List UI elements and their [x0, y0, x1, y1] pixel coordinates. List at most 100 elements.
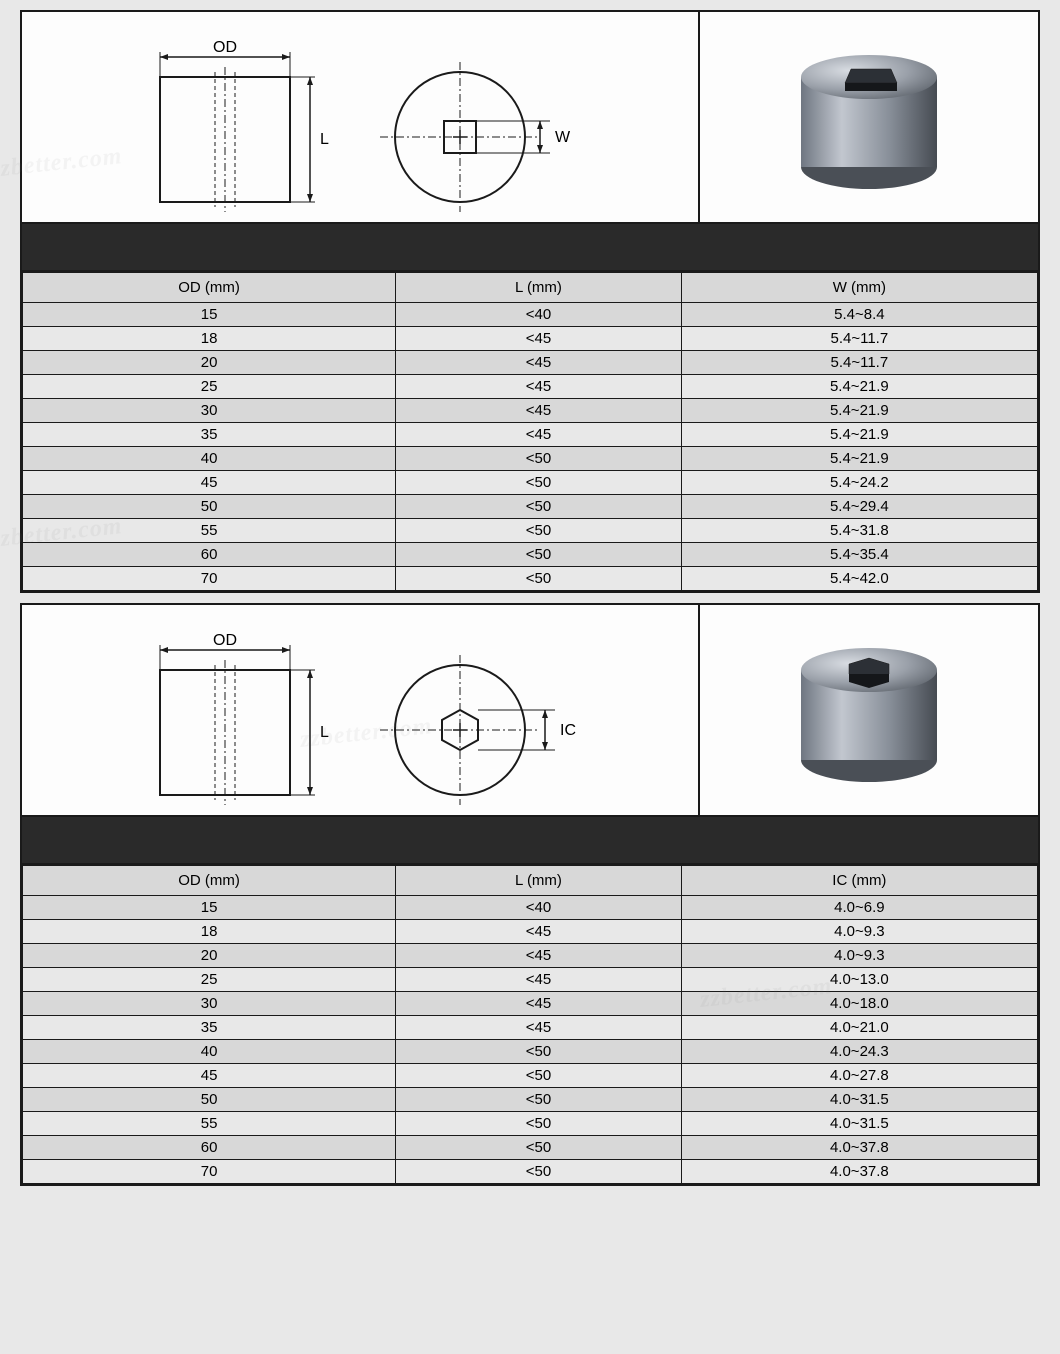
table-header-row: OD (mm) L (mm) IC (mm) — [23, 866, 1038, 896]
label-l: L — [320, 131, 329, 148]
col-header: W (mm) — [681, 273, 1037, 303]
top-row: OD L — [22, 605, 1038, 815]
table-cell: 45 — [23, 471, 396, 495]
table-row: 70<504.0~37.8 — [23, 1160, 1038, 1184]
table-cell: <45 — [396, 399, 682, 423]
table-row: 45<504.0~27.8 — [23, 1064, 1038, 1088]
render-panel-hex — [700, 605, 1038, 815]
drawing-panel-hex: OD L — [22, 605, 700, 815]
table-cell: <50 — [396, 495, 682, 519]
table-cell: 70 — [23, 567, 396, 591]
table-cell: 60 — [23, 1136, 396, 1160]
table-cell: 4.0~31.5 — [681, 1112, 1037, 1136]
technical-drawing-hex: OD L — [22, 605, 698, 815]
table-cell: <45 — [396, 327, 682, 351]
table-cell: <45 — [396, 920, 682, 944]
table-cell: <45 — [396, 944, 682, 968]
table-cell: 4.0~37.8 — [681, 1160, 1037, 1184]
table-row: 50<504.0~31.5 — [23, 1088, 1038, 1112]
render-3d-square — [769, 27, 969, 207]
table-row: 30<454.0~18.0 — [23, 992, 1038, 1016]
table-header-row: OD (mm) L (mm) W (mm) — [23, 273, 1038, 303]
table-cell: 35 — [23, 1016, 396, 1040]
table-cell: <45 — [396, 375, 682, 399]
table-cell: <50 — [396, 1040, 682, 1064]
table-cell: <50 — [396, 1136, 682, 1160]
table-cell: 20 — [23, 351, 396, 375]
table-cell: 4.0~21.0 — [681, 1016, 1037, 1040]
table-cell: 35 — [23, 423, 396, 447]
table-cell: 5.4~35.4 — [681, 543, 1037, 567]
table-cell: 4.0~24.3 — [681, 1040, 1037, 1064]
table-row: 60<505.4~35.4 — [23, 543, 1038, 567]
table-cell: 4.0~6.9 — [681, 896, 1037, 920]
table-cell: <45 — [396, 968, 682, 992]
col-header: IC (mm) — [681, 866, 1037, 896]
table-cell: 5.4~29.4 — [681, 495, 1037, 519]
dark-bar — [22, 222, 1038, 272]
table-row: 25<455.4~21.9 — [23, 375, 1038, 399]
technical-drawing-square: OD L — [22, 12, 698, 222]
spec-table-square: OD (mm) L (mm) W (mm) 15<405.4~8.418<455… — [22, 272, 1038, 591]
table-cell: <50 — [396, 567, 682, 591]
render-3d-hex — [769, 620, 969, 800]
table-cell: 18 — [23, 920, 396, 944]
table-cell: 5.4~31.8 — [681, 519, 1037, 543]
table-row: 25<454.0~13.0 — [23, 968, 1038, 992]
table-cell: 70 — [23, 1160, 396, 1184]
col-header: OD (mm) — [23, 273, 396, 303]
table-row: 18<455.4~11.7 — [23, 327, 1038, 351]
table-cell: 4.0~9.3 — [681, 944, 1037, 968]
table-cell: <45 — [396, 351, 682, 375]
label-od: OD — [213, 632, 237, 649]
col-header: L (mm) — [396, 273, 682, 303]
table-cell: 4.0~31.5 — [681, 1088, 1037, 1112]
table-cell: 25 — [23, 375, 396, 399]
table-row: 50<505.4~29.4 — [23, 495, 1038, 519]
table-cell: 4.0~9.3 — [681, 920, 1037, 944]
table-cell: <50 — [396, 519, 682, 543]
table-cell: 45 — [23, 1064, 396, 1088]
table-cell: 4.0~13.0 — [681, 968, 1037, 992]
table-cell: 5.4~11.7 — [681, 327, 1037, 351]
table-cell: <50 — [396, 447, 682, 471]
section-hex-die: OD L — [20, 603, 1040, 1186]
table-cell: 5.4~8.4 — [681, 303, 1037, 327]
table-cell: 5.4~21.9 — [681, 375, 1037, 399]
table-cell: 5.4~42.0 — [681, 567, 1037, 591]
table-cell: 20 — [23, 944, 396, 968]
label-l: L — [320, 724, 329, 741]
label-ic: IC — [560, 722, 576, 739]
table-cell: <45 — [396, 992, 682, 1016]
table-cell: 50 — [23, 1088, 396, 1112]
table-cell: <45 — [396, 423, 682, 447]
table-cell: 40 — [23, 1040, 396, 1064]
table-cell: <40 — [396, 896, 682, 920]
table-row: 15<405.4~8.4 — [23, 303, 1038, 327]
table-cell: <50 — [396, 1112, 682, 1136]
table-row: 20<454.0~9.3 — [23, 944, 1038, 968]
table-row: 55<505.4~31.8 — [23, 519, 1038, 543]
table-cell: <50 — [396, 543, 682, 567]
table-cell: 30 — [23, 399, 396, 423]
col-header: L (mm) — [396, 866, 682, 896]
table-cell: 15 — [23, 896, 396, 920]
table-cell: <50 — [396, 1088, 682, 1112]
dark-bar — [22, 815, 1038, 865]
table-cell: 5.4~21.9 — [681, 447, 1037, 471]
table-cell: <40 — [396, 303, 682, 327]
top-row: OD L — [22, 12, 1038, 222]
table-cell: 5.4~21.9 — [681, 423, 1037, 447]
table-cell: 40 — [23, 447, 396, 471]
table-cell: 60 — [23, 543, 396, 567]
table-cell: <50 — [396, 471, 682, 495]
table-row: 40<504.0~24.3 — [23, 1040, 1038, 1064]
table-cell: 18 — [23, 327, 396, 351]
table-row: 55<504.0~31.5 — [23, 1112, 1038, 1136]
table-row: 15<404.0~6.9 — [23, 896, 1038, 920]
table-cell: 4.0~37.8 — [681, 1136, 1037, 1160]
table-row: 70<505.4~42.0 — [23, 567, 1038, 591]
table-cell: <50 — [396, 1160, 682, 1184]
table-cell: 5.4~24.2 — [681, 471, 1037, 495]
table-row: 45<505.4~24.2 — [23, 471, 1038, 495]
